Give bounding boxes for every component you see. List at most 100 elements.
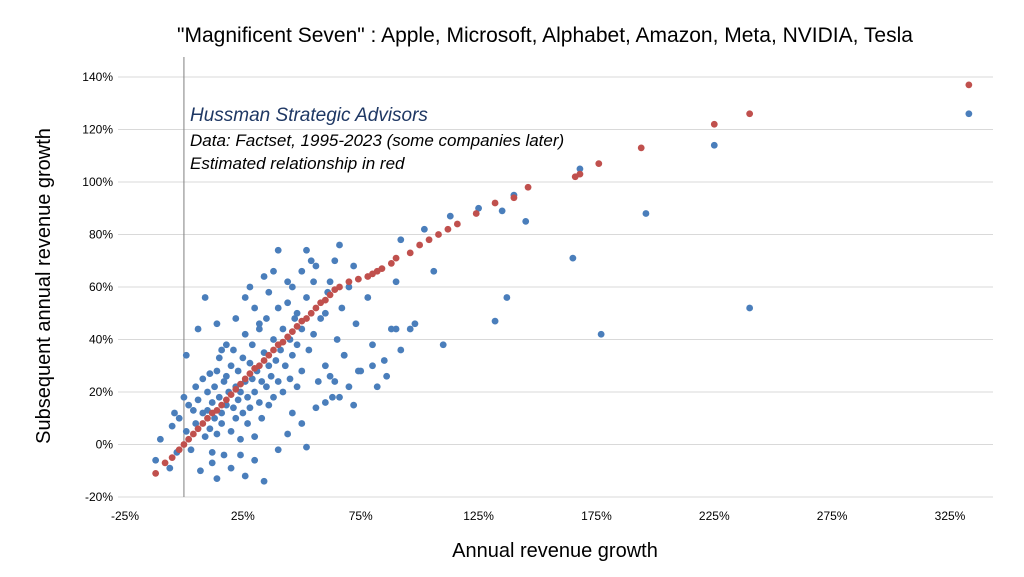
observed-point: [288, 409, 296, 417]
estimated-point: [175, 446, 183, 454]
observed-point: [270, 393, 277, 401]
observed-point: [576, 165, 584, 173]
observed-point: [189, 406, 197, 414]
observed-point: [168, 422, 176, 430]
x-tick-label: 125%: [463, 509, 494, 523]
observed-point: [397, 236, 405, 244]
observed-point: [244, 420, 251, 427]
observed-point: [279, 388, 287, 396]
estimated-point: [237, 380, 244, 388]
estimated-point: [425, 236, 433, 244]
observed-point: [270, 336, 277, 343]
observed-point: [255, 399, 263, 406]
observed-point: [199, 375, 207, 383]
observed-point: [218, 346, 226, 354]
estimated-point: [161, 459, 169, 467]
y-tick-label: 60%: [89, 280, 113, 294]
observed-point: [239, 409, 247, 417]
observed-point: [298, 420, 306, 427]
observed-point: [213, 320, 221, 328]
observed-point: [204, 388, 211, 396]
observed-point: [373, 383, 381, 391]
observed-point: [246, 404, 254, 412]
observed-point: [206, 425, 214, 433]
estimated-point: [204, 414, 211, 422]
observed-point: [392, 278, 400, 286]
observed-point: [215, 354, 223, 362]
observed-points: [152, 110, 973, 485]
estimated-point: [416, 241, 424, 249]
observed-point: [171, 409, 178, 417]
estimated-point: [321, 296, 329, 304]
x-tick-label: 275%: [817, 509, 848, 523]
observed-point: [331, 257, 339, 265]
observed-point: [258, 414, 266, 422]
estimated-point: [453, 220, 461, 228]
estimated-point: [260, 357, 268, 364]
estimated-point: [965, 81, 973, 89]
observed-point: [331, 378, 339, 385]
x-tick-label: 25%: [231, 509, 255, 523]
observed-point: [336, 241, 343, 249]
estimated-points: [152, 81, 973, 477]
estimated-point: [472, 210, 480, 217]
observed-point: [369, 341, 376, 349]
estimated-point: [354, 275, 362, 283]
observed-point: [175, 414, 183, 422]
observed-point: [246, 283, 254, 291]
estimated-point: [326, 291, 334, 299]
y-tick-label: -20%: [85, 490, 113, 504]
observed-point: [406, 325, 414, 333]
estimated-point: [406, 249, 414, 257]
observed-point: [446, 212, 454, 220]
estimated-point: [576, 170, 584, 178]
observed-point: [213, 430, 221, 438]
observed-point: [340, 351, 348, 359]
observed-point: [312, 404, 320, 412]
observed-point: [220, 378, 228, 385]
observed-point: [255, 325, 263, 333]
estimated-point: [392, 254, 400, 262]
estimated-point: [312, 304, 320, 312]
estimated-point: [180, 441, 188, 448]
observed-point: [298, 367, 306, 375]
observed-point: [387, 325, 395, 333]
observed-point: [352, 320, 360, 328]
observed-point: [293, 309, 301, 317]
observed-point: [166, 464, 174, 472]
chart-title: "Magnificent Seven" : Apple, Microsoft, …: [177, 24, 913, 47]
observed-point: [220, 451, 228, 459]
observed-point: [260, 477, 268, 485]
estimated-point: [345, 278, 353, 286]
observed-point: [321, 362, 329, 370]
x-tick-label: 225%: [699, 509, 730, 523]
observed-point: [239, 354, 247, 362]
observed-point: [241, 294, 249, 301]
estimated-point: [168, 454, 176, 462]
estimated-point: [293, 322, 301, 330]
estimated-point: [279, 338, 287, 346]
observed-point: [284, 430, 292, 438]
observed-point: [288, 283, 296, 291]
estimated-point: [288, 328, 296, 336]
estimated-point: [246, 370, 254, 378]
observed-point: [288, 351, 296, 359]
observed-point: [222, 372, 230, 380]
observed-point: [237, 451, 244, 459]
observed-point: [263, 315, 270, 322]
x-tick-labels: -25% 25% 75% 125% 175% 225% 275% 325%: [111, 509, 966, 523]
observed-point: [305, 346, 313, 354]
observed-point: [192, 420, 200, 427]
observed-point: [345, 283, 353, 291]
observed-point: [303, 246, 310, 254]
gridlines: [118, 76, 993, 498]
observed-point: [522, 217, 530, 225]
estimated-point: [152, 469, 160, 477]
observed-point: [317, 315, 325, 322]
observed-point: [152, 456, 160, 464]
annotation-data-source: Data: Factset, 1995-2023 (some companies…: [190, 131, 564, 150]
estimated-point: [218, 401, 226, 409]
observed-point: [284, 299, 292, 307]
observed-point: [263, 383, 270, 391]
